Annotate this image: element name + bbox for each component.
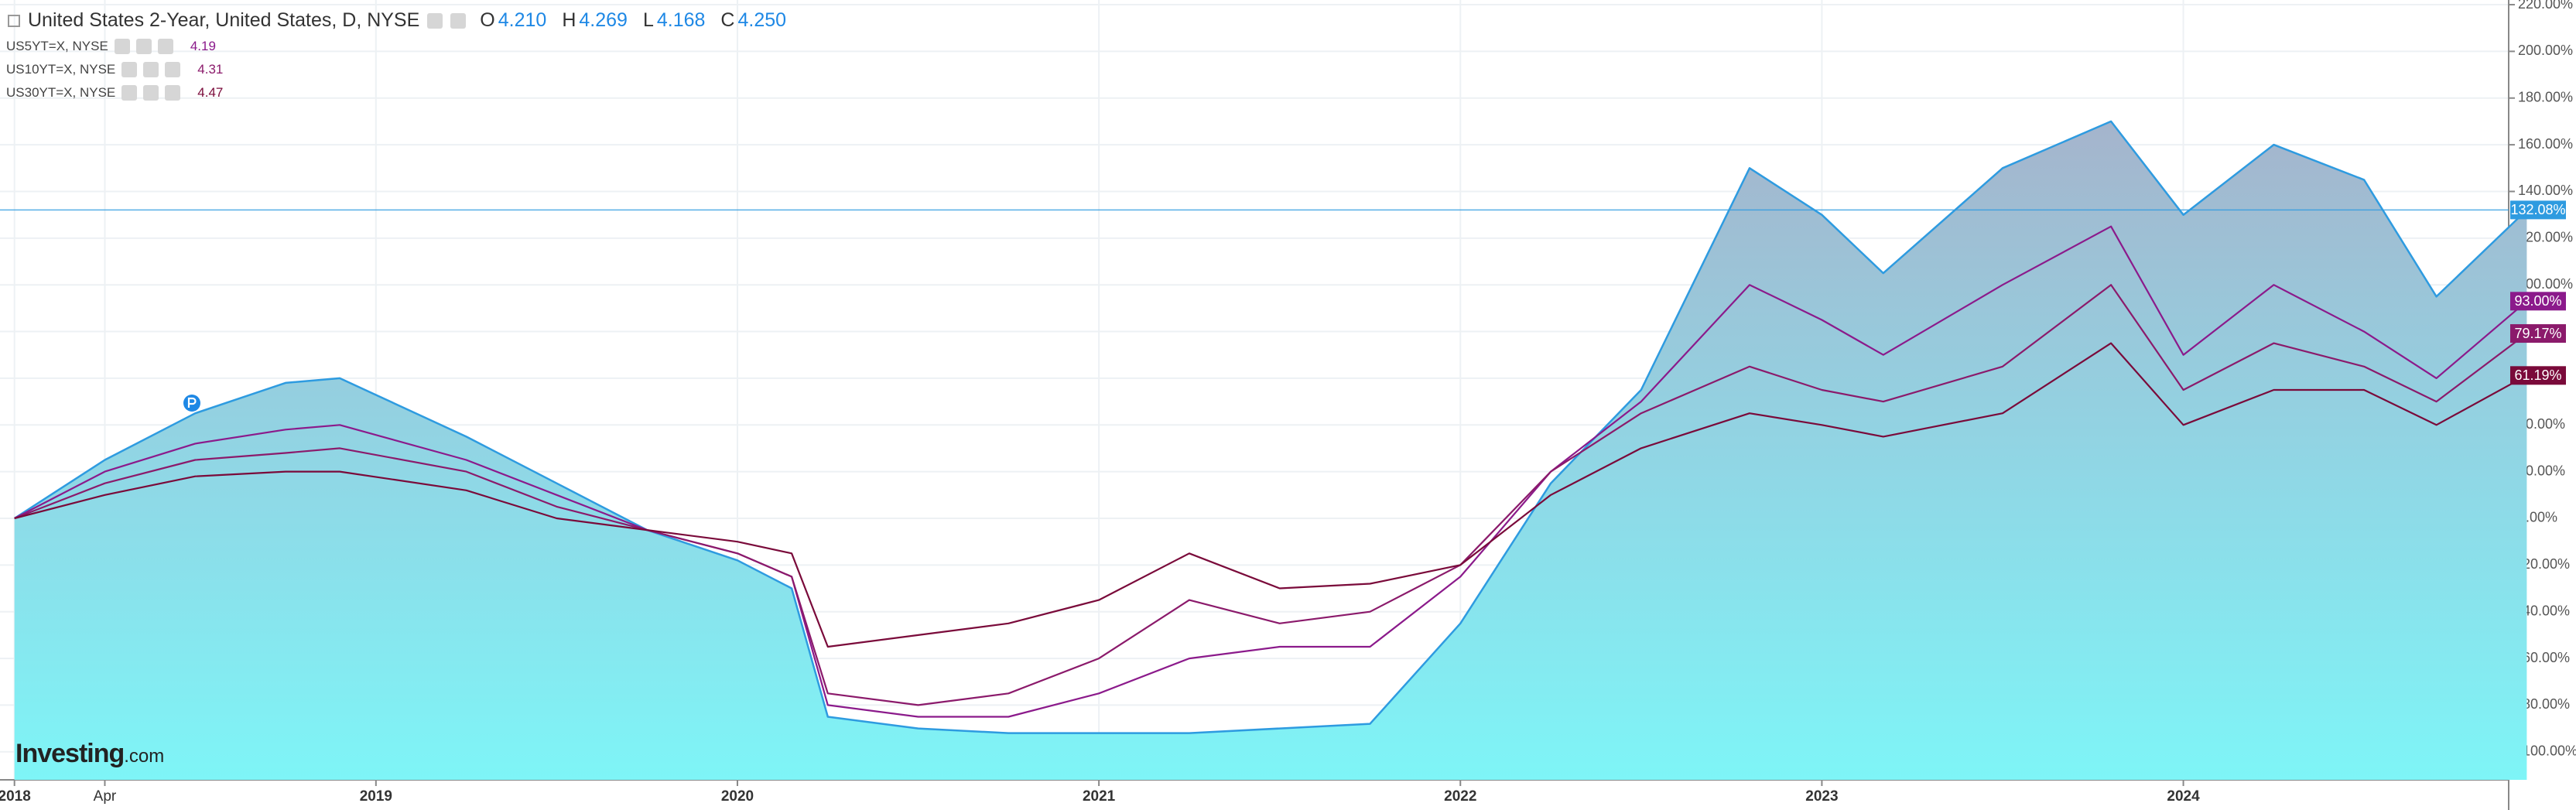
price-tag-label: 79.17% xyxy=(2514,326,2561,341)
legend-icon xyxy=(143,62,159,77)
legend-item: US5YT=X, NYSE 4.19 xyxy=(6,39,216,54)
collapse-icon[interactable] xyxy=(8,14,20,27)
legend-name: US30YT=X, NYSE xyxy=(6,85,116,100)
y-tick-label: 160.00% xyxy=(2518,136,2573,152)
y-tick-label: 220.00% xyxy=(2518,0,2573,12)
price-tag xyxy=(2510,366,2566,385)
y-tick-label: 180.00% xyxy=(2518,90,2573,105)
ohlc-key: L xyxy=(642,9,654,31)
ohlc-value: 4.210 xyxy=(498,9,547,31)
close-icon[interactable] xyxy=(450,12,467,29)
x-tick-label: 2020 xyxy=(721,788,754,805)
x-tick-label: 2021 xyxy=(1083,788,1116,805)
x-tick-label: 2023 xyxy=(1805,788,1838,805)
y-tick-label: 40.00% xyxy=(2518,416,2565,432)
price-tag xyxy=(2510,292,2566,311)
y-tick-label: 0.00% xyxy=(2518,510,2557,525)
x-tick-label: 2024 xyxy=(2167,788,2200,805)
price-tag-label: 132.08% xyxy=(2510,202,2565,217)
y-tick-label: 200.00% xyxy=(2518,43,2573,58)
legend-icon xyxy=(165,62,181,77)
price-tag-label: 61.19% xyxy=(2514,367,2561,383)
header: United States 2-Year, United States, D, … xyxy=(8,9,786,32)
legend-value: 4.47 xyxy=(197,85,224,100)
brand: Investing xyxy=(15,739,125,768)
settings-icon[interactable] xyxy=(427,12,443,29)
legend-name: US10YT=X, NYSE xyxy=(6,62,116,77)
price-tag xyxy=(2510,324,2566,343)
x-tick-label: 2018 xyxy=(0,788,31,805)
logo: Investing.com xyxy=(15,739,164,769)
y-tick-label: 140.00% xyxy=(2518,183,2573,198)
legend-item: US30YT=X, NYSE 4.47 xyxy=(6,85,223,101)
series-line xyxy=(14,284,2528,706)
legend-icon xyxy=(165,85,181,101)
legend-icon xyxy=(157,39,173,54)
x-tick-label: Apr xyxy=(94,788,117,805)
ohlc-key: O xyxy=(480,9,495,31)
legend-name: US5YT=X, NYSE xyxy=(6,39,108,53)
y-tick-label: 120.00% xyxy=(2518,230,2573,245)
ohlc-item: L 4.168 xyxy=(643,9,705,32)
series-line xyxy=(14,225,2528,718)
ohlc-value: 4.168 xyxy=(656,9,706,31)
x-tick-label: 2022 xyxy=(1444,788,1476,805)
ohlc-value: 4.250 xyxy=(737,9,787,31)
y-tick-label: -20.00% xyxy=(2518,556,2570,572)
brand-suffix: .com xyxy=(124,746,165,767)
x-tick-label: 2019 xyxy=(360,788,392,805)
series-line xyxy=(14,342,2527,648)
ohlc-key: H xyxy=(562,9,576,31)
legend-item: US10YT=X, NYSE 4.31 xyxy=(6,62,223,77)
ohlc-item: H 4.269 xyxy=(562,9,628,32)
y-tick-label: -60.00% xyxy=(2518,650,2570,665)
ohlc-item: O 4.210 xyxy=(480,9,546,32)
price-tag-label: 93.00% xyxy=(2514,293,2561,309)
legend-icon xyxy=(143,85,159,101)
y-tick-label: 100.00% xyxy=(2518,276,2573,292)
legend-icon xyxy=(121,85,138,101)
legend-value: 4.19 xyxy=(190,39,216,53)
ohlc: O 4.210 H 4.269 L 4.168 C 4.250 xyxy=(480,9,786,32)
legend-icon xyxy=(114,39,130,54)
area-fill xyxy=(14,121,2527,780)
legend-icon xyxy=(135,39,152,54)
y-tick-label: -80.00% xyxy=(2518,696,2570,712)
ohlc-item: C 4.250 xyxy=(720,9,786,32)
ohlc-value: 4.269 xyxy=(579,9,628,31)
price-tag xyxy=(2510,200,2566,220)
chart-title: United States 2-Year, United States, D, … xyxy=(28,9,420,31)
ohlc-key: C xyxy=(720,9,735,31)
marker-glyph xyxy=(187,397,197,408)
y-tick-label: -100.00% xyxy=(2518,743,2576,759)
y-tick-label: -40.00% xyxy=(2518,603,2570,618)
series-line xyxy=(14,120,2528,734)
legend-icon xyxy=(121,62,138,77)
legend-value: 4.31 xyxy=(197,62,224,77)
y-tick-label: 20.00% xyxy=(2518,463,2565,478)
